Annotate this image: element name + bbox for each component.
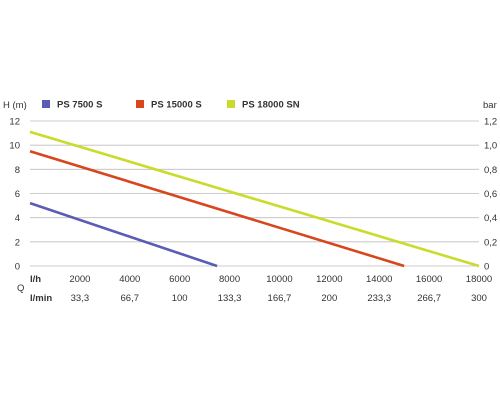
x-secondary-tick-label: 166,7 (268, 293, 292, 304)
y-tick-label: 6 (15, 189, 20, 200)
x-tick-label: 18000 (466, 274, 492, 285)
x-secondary-tick-label: 266,7 (417, 293, 441, 304)
x-secondary-tick-label: 200 (321, 293, 337, 304)
y-tick-label: 2 (15, 237, 20, 248)
x-tick-label: 16000 (416, 274, 442, 285)
y-tick-label: 12 (9, 117, 20, 128)
y-tick-label: 4 (15, 213, 20, 224)
y-axis-right-ticks: 0 0,2 0,4 0,6 0,8 1,0 1,2 (484, 117, 497, 273)
x-axis-secondary-ticks: 33,3 66,7 100 133,3 166,7 200 233,3 266,7 300 (71, 293, 487, 304)
y-axis-left-ticks: 0 2 4 6 8 10 12 (9, 117, 20, 273)
y-right-tick-label: 0,2 (484, 237, 497, 248)
x-secondary-tick-label: 300 (471, 293, 487, 304)
y-tick-label: 8 (15, 165, 20, 176)
x-tick-label: 14000 (366, 274, 392, 285)
x-tick-label: 12000 (316, 274, 342, 285)
y-right-tick-label: 0,8 (484, 165, 497, 176)
y-axis-right-title: bar (483, 100, 497, 111)
x-secondary-tick-label: 233,3 (367, 293, 391, 304)
y-axis-left-title: H (m) (3, 100, 27, 111)
series-line-ps-7500-s (29, 201, 218, 268)
x-tick-label: 10000 (266, 274, 292, 285)
x-tick-label: 2000 (69, 274, 90, 285)
x-axis-row-label-lh: l/h (30, 274, 41, 285)
y-right-tick-label: 1,2 (484, 117, 497, 128)
x-tick-label: 4000 (119, 274, 140, 285)
series-line-ps-15000-s (29, 149, 405, 268)
x-secondary-tick-label: 133,3 (218, 293, 242, 304)
legend: PS 7500 S PS 15000 S PS 18000 SN (42, 100, 300, 111)
legend-label: PS 15000 S (151, 100, 202, 111)
legend-swatch (136, 100, 144, 108)
series-line-ps-18000-sn (29, 130, 480, 268)
x-secondary-tick-label: 100 (172, 293, 188, 304)
x-tick-label: 6000 (169, 274, 190, 285)
legend-swatch (42, 100, 50, 108)
legend-label: PS 7500 S (57, 100, 102, 111)
x-axis-title: Q (17, 283, 24, 294)
legend-swatch (227, 100, 235, 108)
y-right-tick-label: 1,0 (484, 141, 497, 152)
y-right-tick-label: 0,4 (484, 213, 497, 224)
x-tick-label: 8000 (219, 274, 240, 285)
y-right-tick-label: 0 (484, 262, 489, 273)
x-axis-ticks: 2000 4000 6000 8000 10000 12000 14000 16000 1800… (69, 274, 492, 285)
y-right-tick-label: 0,6 (484, 189, 497, 200)
x-secondary-tick-label: 66,7 (121, 293, 140, 304)
x-secondary-tick-label: 33,3 (71, 293, 90, 304)
x-axis-row-label-lmin: l/min (30, 293, 52, 304)
legend-label: PS 18000 SN (242, 100, 300, 111)
y-tick-label: 10 (9, 141, 20, 152)
gridlines (30, 120, 479, 267)
series-lines (29, 130, 480, 268)
y-tick-label: 0 (15, 262, 20, 273)
